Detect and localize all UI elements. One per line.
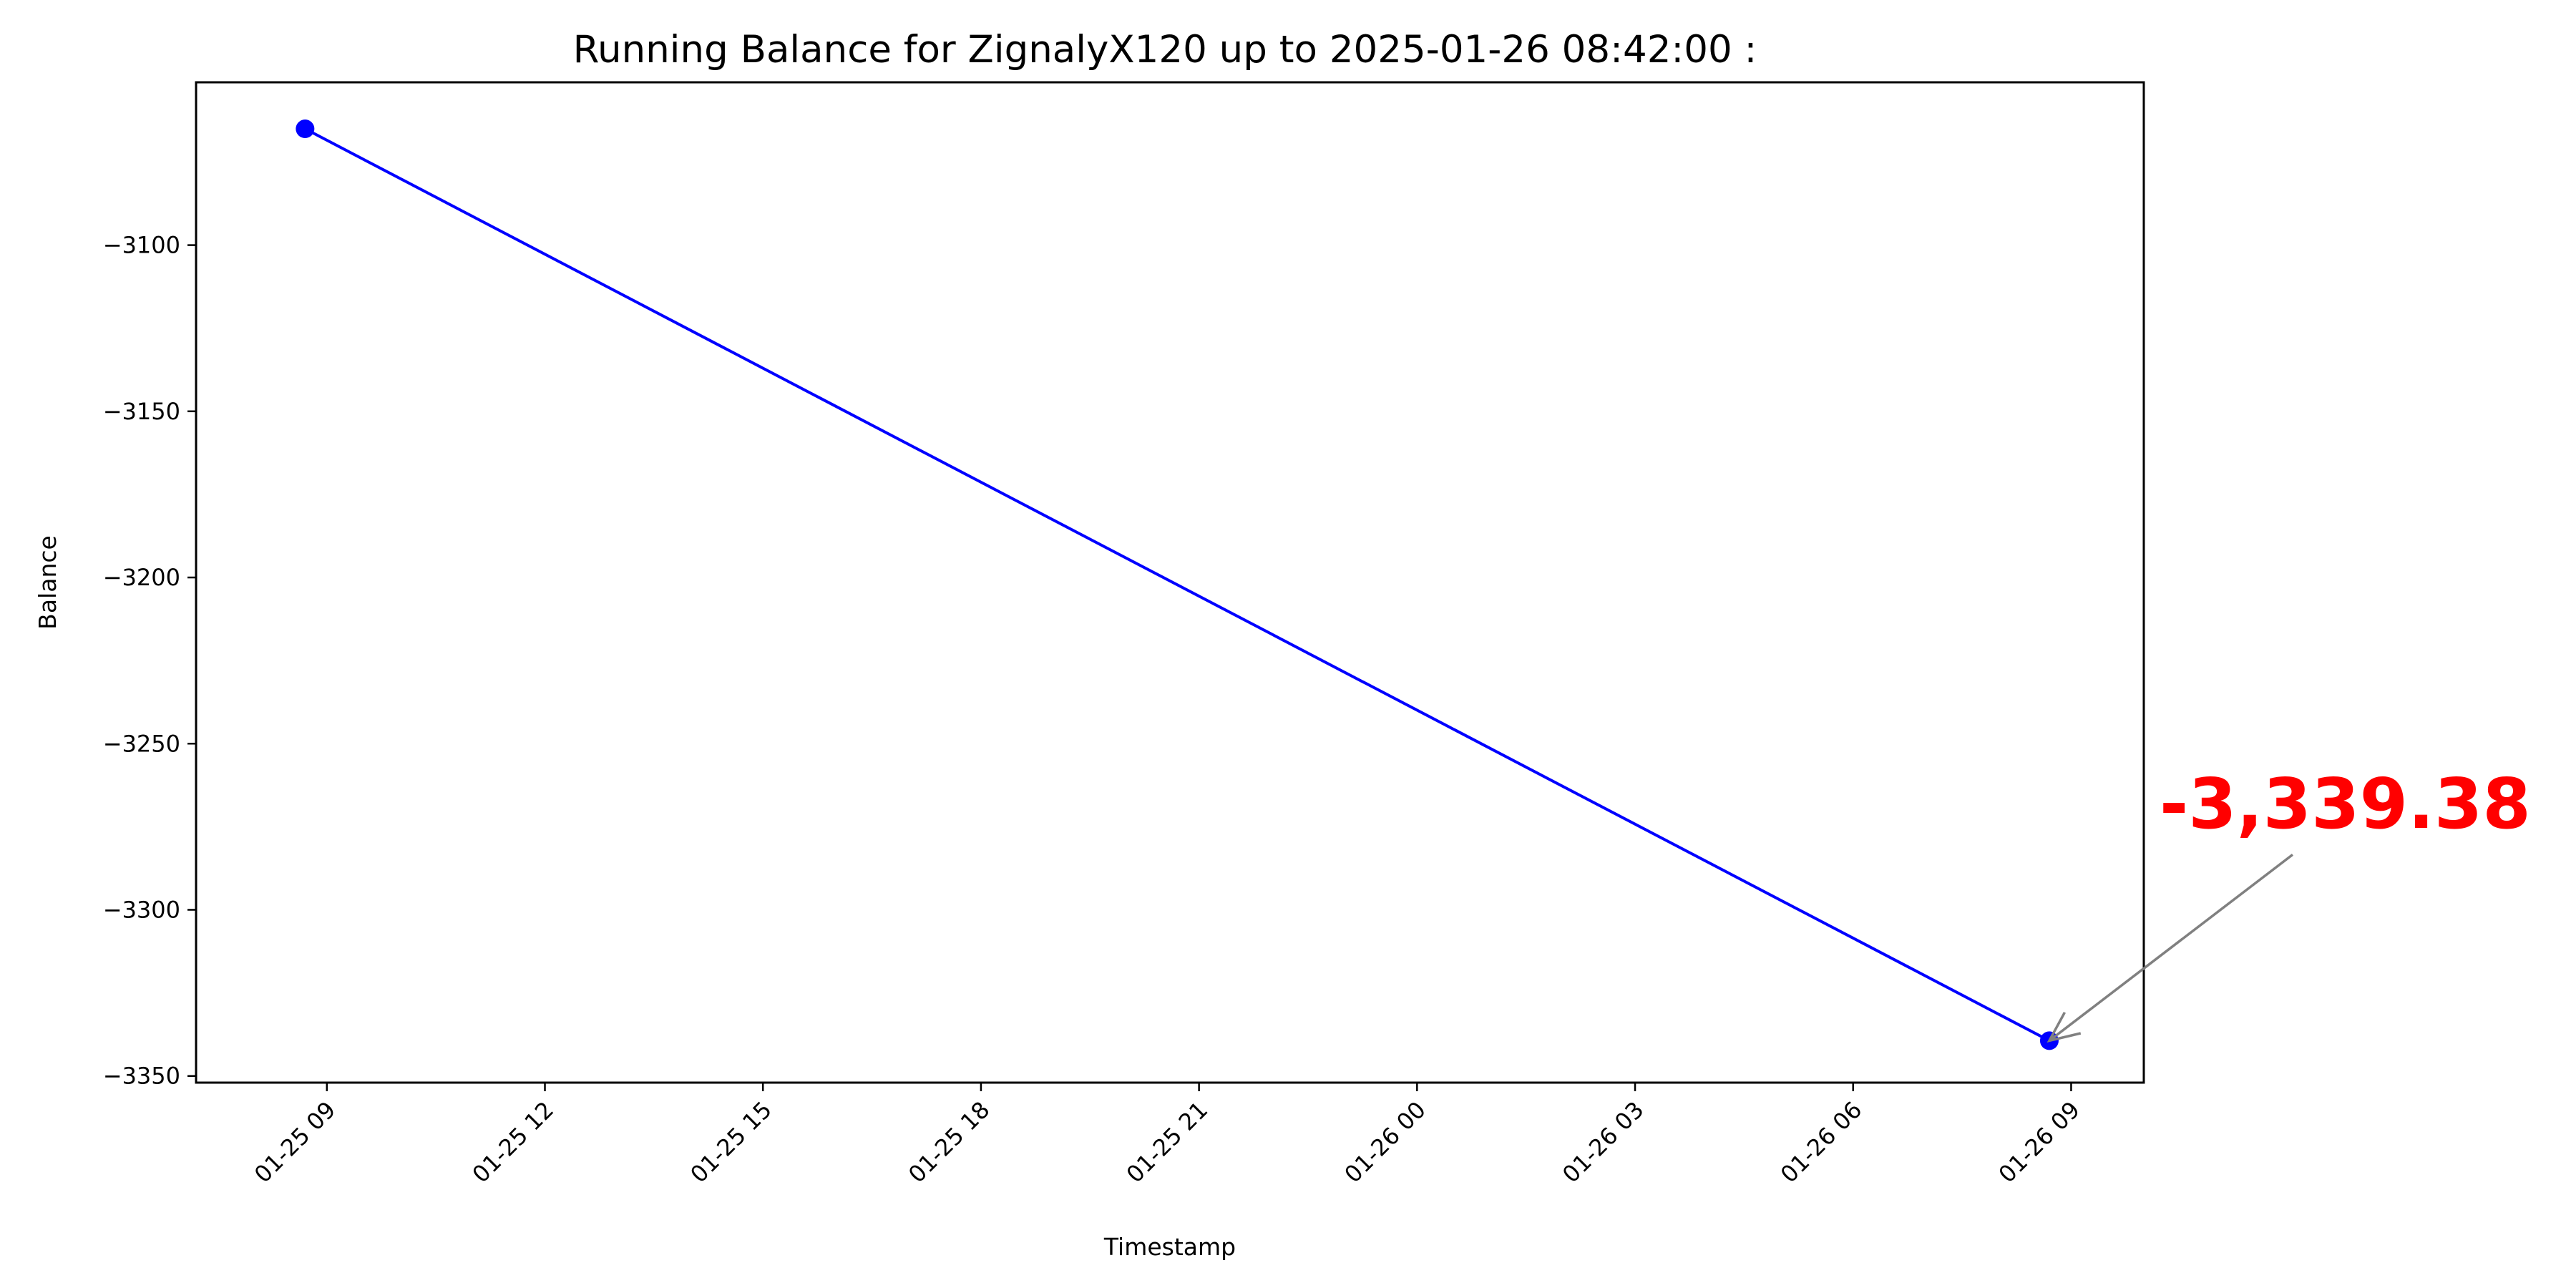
series-line [304, 127, 2050, 1043]
annotation-layer: -3,339.38 [2046, 763, 2531, 1043]
y-axis-ticks: −3100 −3150 −3200 −3250 −3300 −3350 [103, 232, 196, 1090]
y-tick-label: −3150 [103, 398, 180, 425]
y-axis-label: Balance [34, 535, 62, 630]
x-axis-ticks: 01-25 09 01-25 12 01-25 15 01-25 18 01-25 21… [249, 1083, 2085, 1188]
x-axis-label: Timestamp [1103, 1233, 1236, 1261]
data-point [296, 119, 315, 139]
y-tick-label: −3300 [103, 896, 180, 923]
chart-title: Running Balance for ZignalyX120 up to 20… [573, 28, 1757, 72]
x-tick-label: 01-26 09 [1993, 1096, 2085, 1189]
y-tick-label: −3350 [103, 1063, 180, 1090]
x-tick-label: 01-26 00 [1339, 1096, 1431, 1189]
annotation-arrow-shaft [2048, 853, 2294, 1042]
x-tick-label: 01-25 12 [467, 1096, 560, 1189]
y-tick-label: −3250 [103, 730, 180, 757]
y-tick-label: −3100 [103, 232, 180, 259]
x-tick-label: 01-26 03 [1557, 1096, 1649, 1189]
x-tick-label: 01-25 09 [249, 1096, 341, 1189]
x-tick-label: 01-26 06 [1775, 1096, 1868, 1189]
plot-area-frame [195, 81, 2145, 1084]
x-tick-label: 01-25 18 [903, 1096, 995, 1189]
y-tick-label: −3200 [103, 564, 180, 591]
series-layer [296, 119, 2059, 1050]
annotation-arrow-head [2046, 1012, 2082, 1043]
annotation-value-label: -3,339.38 [2160, 763, 2531, 844]
x-tick-label: 01-25 15 [685, 1096, 777, 1189]
x-tick-label: 01-25 21 [1121, 1096, 1214, 1189]
